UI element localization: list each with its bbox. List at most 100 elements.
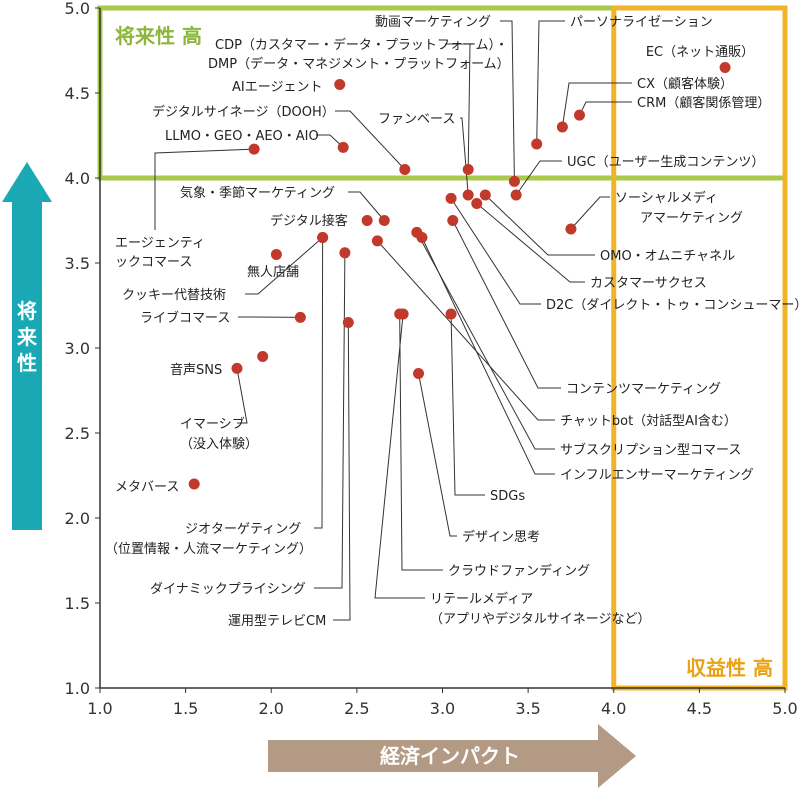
data-point [445, 308, 457, 320]
data-point [462, 164, 474, 175]
data-point [574, 109, 585, 121]
leader-line [374, 313, 425, 599]
point-label: カスタマーサクセス [590, 276, 707, 291]
data-point [231, 362, 243, 374]
axis-titles-layer: 経済インパクト 将来性 [2, 162, 636, 788]
point-label: CDP（カスタマー・データ・プラットフォーム）・ [215, 37, 508, 53]
x-tick-label: 3.0 [430, 699, 455, 718]
point-label: デザイン思考 [462, 529, 540, 545]
point-label: （位置情報・人流マーケティング） [105, 542, 312, 557]
point-label: イマーシブ [180, 416, 245, 432]
x-tick-label: 1.0 [87, 699, 112, 718]
point-label: ファンベース [378, 112, 455, 127]
point-label: ダイナミックプライシング [150, 582, 306, 597]
point-label: チャットbot（対話型AI含む） [560, 413, 737, 429]
leader-line [484, 194, 595, 256]
data-point [378, 215, 390, 226]
y-tick-label: 5.0 [65, 0, 90, 18]
leader-line [515, 160, 562, 196]
y-tick-label: 3.5 [65, 254, 90, 273]
x-tick-label: 4.0 [601, 699, 626, 718]
point-label: パーソナライゼーション [570, 15, 713, 30]
point-label: 運用型テレビCM [228, 614, 326, 629]
point-label: ソーシャルメディ [615, 190, 718, 206]
leader-line [399, 313, 443, 571]
data-point [508, 175, 520, 187]
point-label: リテールメディア [430, 591, 533, 607]
point-label: D2C（ダイレクト・トゥ・コンシューマー） [546, 298, 803, 313]
x-tick-label: 3.5 [515, 699, 540, 718]
y-tick-label: 1.5 [65, 594, 90, 613]
leader-line [316, 134, 344, 148]
point-label: デジタル接客 [270, 213, 348, 229]
point-label: 動画マーケティング [375, 15, 491, 30]
leader-line [570, 196, 610, 230]
leader-line [450, 198, 541, 305]
leader-line [154, 148, 255, 230]
data-point [399, 164, 411, 175]
point-label: UGC（ユーザー生成コンテンツ） [567, 155, 764, 170]
leader-line [561, 82, 632, 128]
point-label: コンテンツマーケティング [566, 382, 721, 397]
x-tick-label: 2.0 [259, 699, 284, 718]
data-point [337, 141, 349, 153]
data-point [445, 192, 457, 204]
point-label: デジタルサイネージ（DOOH） [152, 104, 335, 120]
data-point [270, 249, 282, 260]
leader-line [445, 43, 471, 170]
y-tick-label: 1.0 [65, 679, 90, 698]
x-tick-label: 4.5 [687, 699, 712, 718]
data-point [416, 232, 428, 243]
point-label: 音声SNS [170, 362, 222, 378]
x-tick-label: 1.5 [173, 699, 198, 718]
point-label: クッキー代替技術 [122, 288, 226, 303]
x-tick-label: 5.0 [772, 699, 797, 718]
region-label-future-high: 将来性 高 [115, 24, 202, 48]
data-point [719, 62, 731, 73]
region-label-profit-high: 収益性 高 [686, 656, 773, 680]
data-point [334, 79, 346, 90]
data-point [342, 317, 354, 328]
leader-line [421, 237, 555, 475]
data-point [462, 189, 474, 201]
point-label: メタバース [115, 480, 179, 495]
leader-line [314, 252, 346, 589]
point-label: LLMO・GEO・AEO・AIO [165, 129, 319, 144]
leader-line [536, 20, 565, 145]
data-point [257, 351, 269, 362]
x-tick-label: 2.5 [344, 699, 369, 718]
point-label: ジオターゲティング [185, 522, 301, 537]
leader-line [416, 232, 555, 450]
data-point [317, 232, 329, 243]
data-point [361, 215, 373, 226]
y-tick-label: 3.0 [65, 339, 90, 358]
leader-line [418, 373, 457, 537]
x-axis-title: 経済インパクト [380, 744, 520, 768]
data-point [479, 189, 491, 201]
data-point [556, 121, 568, 133]
data-point [248, 143, 260, 155]
data-point [371, 235, 383, 247]
point-label: アマーケティング [640, 211, 743, 226]
y-tick-label: 2.0 [65, 509, 90, 528]
points-layer [188, 62, 731, 490]
leaders-layer [154, 20, 632, 621]
point-label: CRM（顧客関係管理） [637, 95, 770, 111]
point-label: 気象・季節マーケティング [180, 185, 335, 201]
data-point [471, 198, 483, 209]
data-point [188, 478, 200, 490]
leader-line [579, 101, 632, 116]
point-label: インフルエンサーマーケティング [560, 468, 754, 483]
leader-line [314, 237, 324, 529]
y-axis-arrow [2, 162, 52, 530]
leader-line [476, 203, 585, 283]
point-label: ライブコマース [140, 310, 230, 326]
data-point [339, 247, 351, 259]
point-label: クラウドファンディング [448, 563, 590, 579]
point-label: （アプリやデジタルサイネージなど） [430, 611, 650, 627]
y-axis-title: 将来性 [16, 299, 38, 375]
point-label: サブスクリプション型コマース [560, 442, 741, 458]
axes-layer: 1.0 1.5 2.0 2.5 3.0 3.5 4.0 4.5 5.0 1.0 1.5 2.0 2.5 3… [65, 0, 798, 718]
y-tick-label: 2.5 [65, 424, 90, 443]
point-label: OMO・オムニチャネル [600, 249, 735, 264]
